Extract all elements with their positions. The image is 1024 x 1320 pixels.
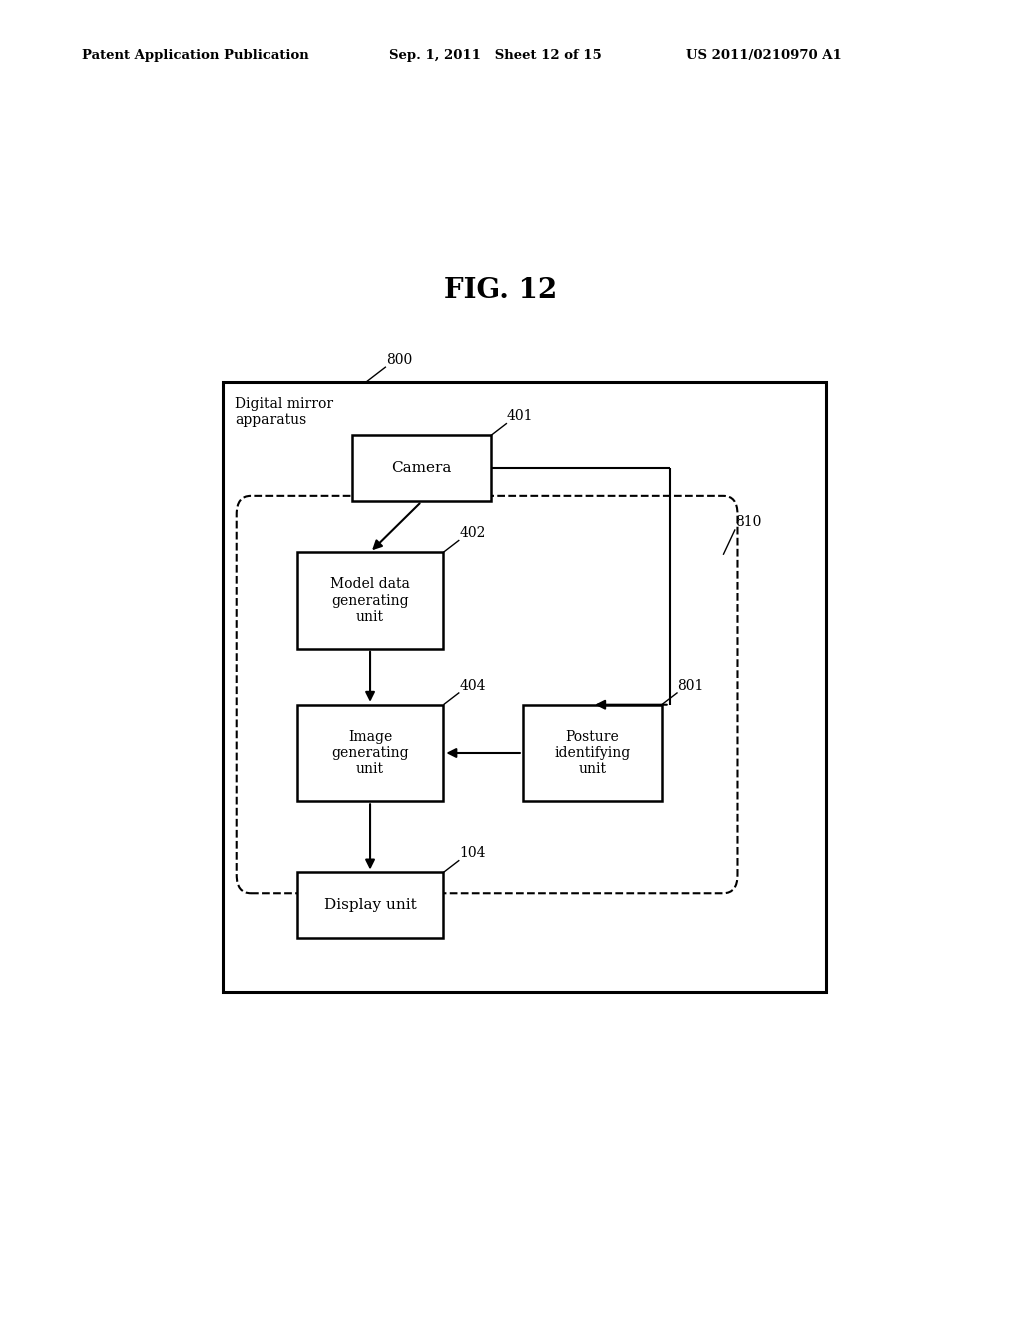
Text: 810: 810 <box>735 515 762 529</box>
Text: Model data
generating
unit: Model data generating unit <box>330 577 410 624</box>
Text: Display unit: Display unit <box>324 899 417 912</box>
Text: Camera: Camera <box>391 462 452 475</box>
Text: Patent Application Publication: Patent Application Publication <box>82 49 308 62</box>
Text: 801: 801 <box>678 678 703 693</box>
Text: 104: 104 <box>460 846 485 861</box>
FancyBboxPatch shape <box>297 705 443 801</box>
FancyBboxPatch shape <box>297 873 443 939</box>
Text: 402: 402 <box>460 527 485 540</box>
Text: 800: 800 <box>386 352 413 367</box>
FancyBboxPatch shape <box>352 436 492 502</box>
Text: FIG. 12: FIG. 12 <box>444 277 558 304</box>
Text: Sep. 1, 2011   Sheet 12 of 15: Sep. 1, 2011 Sheet 12 of 15 <box>389 49 602 62</box>
Text: 401: 401 <box>507 409 534 424</box>
Text: 404: 404 <box>460 678 485 693</box>
Text: Digital mirror
apparatus: Digital mirror apparatus <box>236 397 333 428</box>
Text: US 2011/0210970 A1: US 2011/0210970 A1 <box>686 49 842 62</box>
FancyBboxPatch shape <box>523 705 662 801</box>
Text: Posture
identifying
unit: Posture identifying unit <box>554 730 631 776</box>
FancyBboxPatch shape <box>297 552 443 649</box>
FancyBboxPatch shape <box>223 381 826 991</box>
Text: Image
generating
unit: Image generating unit <box>331 730 409 776</box>
